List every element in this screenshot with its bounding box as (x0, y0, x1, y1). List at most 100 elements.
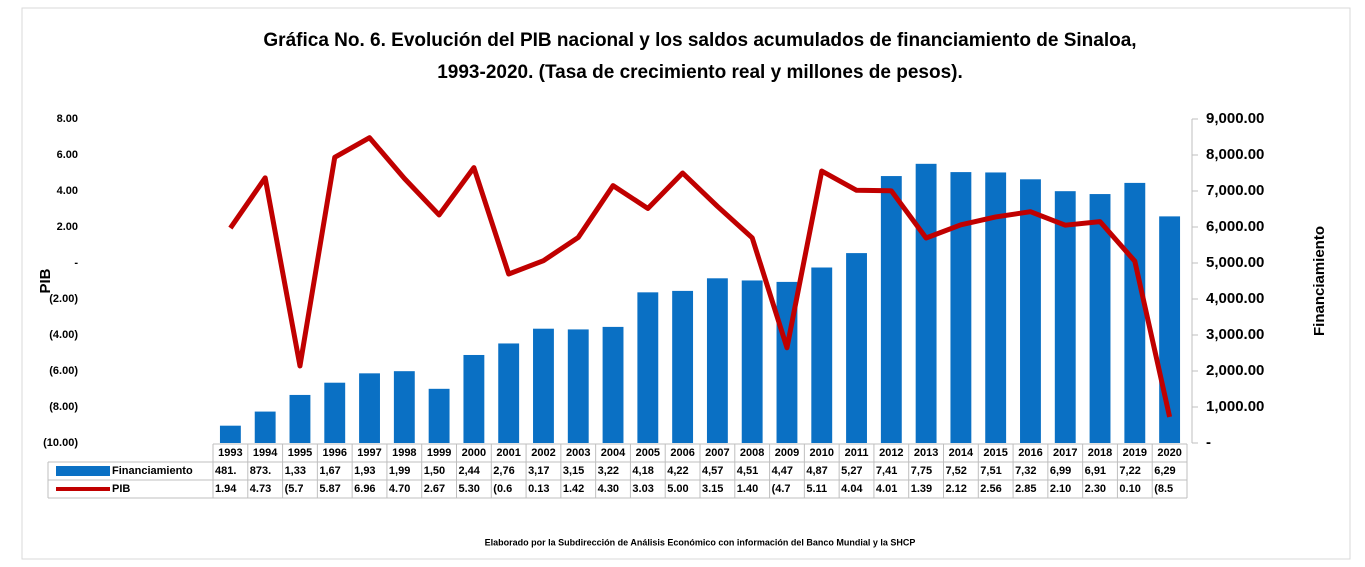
table-cell: (8.5 (1154, 483, 1173, 495)
y2-tick-label: 1,000.00 (1206, 398, 1264, 415)
table-cell: 5.11 (806, 483, 827, 495)
bar (741, 280, 763, 443)
table-cell: 1,33 (285, 465, 306, 477)
table-cell: 2.30 (1085, 483, 1106, 495)
table-cell: 6,91 (1085, 465, 1106, 477)
table-cell: 3.03 (632, 483, 653, 495)
table-cell: 6,29 (1154, 465, 1175, 477)
x-tick-label: 1994 (253, 447, 278, 459)
y-tick-label: - (74, 257, 78, 269)
y2-axis-label: Financiamiento (1311, 226, 1328, 336)
table-cell: 3,15 (563, 465, 584, 477)
table-cell: 481. (215, 465, 236, 477)
legend-label: PIB (112, 483, 130, 495)
y2-tick-label: 3,000.00 (1206, 326, 1264, 343)
y-tick-label: (10.00) (43, 437, 78, 449)
x-tick-label: 2017 (1053, 447, 1077, 459)
bar (498, 343, 520, 443)
table-cell: 5.87 (319, 483, 340, 495)
table-cell: 4,18 (632, 465, 653, 477)
bar (359, 373, 380, 443)
x-tick-label: 2012 (879, 447, 903, 459)
table-cell: 4.73 (250, 483, 271, 495)
table-cell: 4,87 (806, 465, 827, 477)
bar (880, 176, 902, 443)
x-tick-label: 1999 (427, 447, 451, 459)
y2-tick-label: 4,000.00 (1206, 290, 1264, 307)
y-tick-label: 8.00 (57, 113, 78, 125)
bar (637, 292, 659, 443)
legend-label: Financiamiento (112, 465, 193, 477)
bar (393, 371, 415, 443)
bar (463, 354, 485, 443)
x-tick-label: 2004 (601, 447, 626, 459)
table-cell: 2,76 (493, 465, 514, 477)
table-cell: 4.70 (389, 483, 410, 495)
chart-subtitle: 1993-2020. (Tasa de crecimiento real y m… (437, 62, 963, 83)
table-cell: (4.7 (772, 483, 791, 495)
bar (1089, 194, 1111, 443)
table-cell: 4,47 (772, 465, 793, 477)
x-tick-label: 2005 (636, 447, 660, 459)
bar (811, 267, 833, 443)
y2-tick-label: 7,000.00 (1206, 182, 1264, 199)
bar (254, 411, 276, 443)
x-tick-label: 2014 (949, 447, 974, 459)
table-cell: 0.10 (1119, 483, 1140, 495)
x-tick-label: 2010 (810, 447, 834, 459)
bar (324, 382, 346, 443)
legend-swatch (56, 466, 110, 476)
table-cell: 6.96 (354, 483, 375, 495)
y2-tick-label: - (1206, 434, 1211, 451)
x-tick-label: 2013 (914, 447, 938, 459)
table-cell: 5,27 (841, 465, 862, 477)
table-cell: 4,57 (702, 465, 723, 477)
y-tick-label: 6.00 (57, 149, 78, 161)
line (228, 135, 1173, 418)
table-cell: 3.15 (702, 483, 723, 495)
y2-tick-label: 2,000.00 (1206, 362, 1264, 379)
y-tick-label: (2.00) (49, 293, 78, 305)
x-tick-label: 2008 (740, 447, 764, 459)
bar (602, 326, 624, 443)
chart-title: Gráfica No. 6. Evolución del PIB naciona… (263, 30, 1136, 51)
table-cell: (5.7 (285, 483, 304, 495)
table-cell: 2.85 (1015, 483, 1036, 495)
table-cell: 3,17 (528, 465, 549, 477)
table-cell: 2.10 (1050, 483, 1071, 495)
table-cell: 1,99 (389, 465, 410, 477)
table-cell: 0.13 (528, 483, 549, 495)
y-tick-label: (6.00) (49, 365, 78, 377)
x-tick-label: 2015 (983, 447, 1007, 459)
table-cell: 1,50 (424, 465, 445, 477)
x-tick-label: 2002 (531, 447, 555, 459)
bar (985, 172, 1007, 443)
y2-tick-label: 6,000.00 (1206, 218, 1264, 235)
table-cell: 1.94 (215, 483, 237, 495)
bar (846, 253, 867, 443)
bar (428, 388, 450, 443)
table-cell: 2.56 (980, 483, 1001, 495)
table-cell: 2,44 (459, 465, 481, 477)
y-tick-label: 4.00 (57, 185, 78, 197)
x-tick-label: 1993 (218, 447, 242, 459)
chart-border (21, 7, 1351, 560)
x-tick-label: 2020 (1157, 447, 1181, 459)
bar (1054, 191, 1076, 443)
table-cell: 4.04 (841, 483, 863, 495)
x-tick-label: 2011 (845, 447, 869, 459)
table-cell: 1.39 (911, 483, 932, 495)
x-tick-label: 2009 (775, 447, 799, 459)
bar (1020, 179, 1041, 444)
bar (915, 163, 937, 443)
y-tick-label: (4.00) (49, 329, 78, 341)
x-tick-label: 2000 (462, 447, 486, 459)
x-tick-label: 2018 (1088, 447, 1112, 459)
bar (567, 329, 589, 443)
bar (533, 328, 554, 443)
table-cell: 7,51 (980, 465, 1001, 477)
y-axis-label: PIB (37, 268, 54, 293)
bar (219, 425, 241, 443)
